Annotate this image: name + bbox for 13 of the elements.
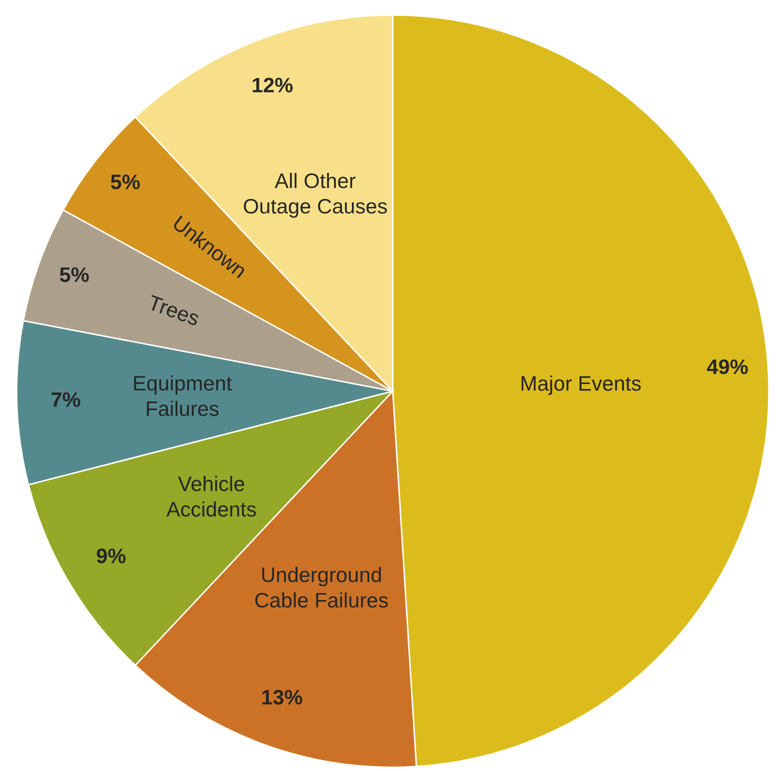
slice-label: Trees	[147, 295, 200, 326]
data-label: 5%	[60, 267, 89, 282]
data-label: 13%	[262, 690, 302, 705]
data-label: 5%	[110, 174, 140, 190]
data-label: 7%	[52, 392, 80, 407]
data-label: 49%	[706, 359, 748, 374]
data-label: 12%	[252, 78, 293, 92]
data-label: 9%	[96, 548, 126, 564]
slice-label: All Other Outage Causes	[244, 172, 387, 218]
slice-label: Major Events	[522, 376, 641, 395]
slice-label: Underground Cable Failures	[255, 566, 388, 608]
slice-label: Vehicle Accidents	[166, 476, 256, 517]
slice-label: Equipment Failures	[134, 375, 232, 416]
